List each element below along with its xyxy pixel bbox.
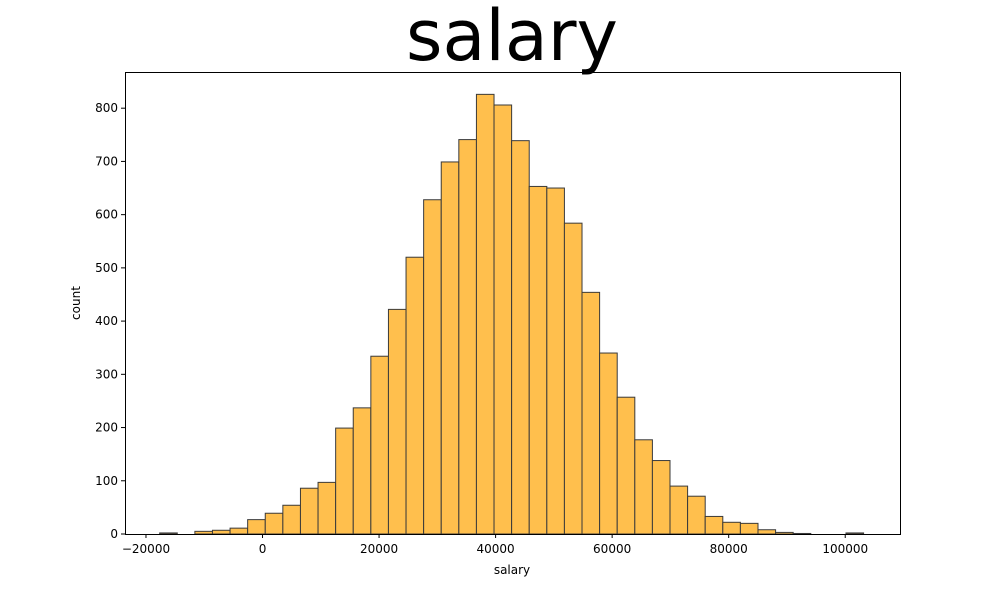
x-tick-label: 60000 [593,542,631,556]
y-tick-label: 500 [95,261,118,275]
y-tick-label: 800 [95,101,118,115]
y-axis-label: count [69,286,83,320]
histogram-bar [651,460,671,535]
plot-frame [125,72,901,535]
histogram-bar [282,504,301,535]
histogram-bar [423,199,442,535]
y-tick-label: 600 [95,208,118,222]
x-axis: −20000 0 20000 40000 60000 80000 100000 [122,534,868,556]
histogram-bar [317,481,337,535]
y-tick-label: 400 [95,314,118,328]
x-tick-label: −20000 [122,542,170,556]
x-tick-label: 20000 [360,542,398,556]
histogram-bar [194,530,213,535]
histogram-bar [159,532,178,535]
histogram-bar [299,487,319,535]
x-axis-label: salary [494,563,530,577]
x-tick-label: 40000 [477,542,515,556]
histogram-bar [493,104,513,535]
histogram-bar [211,529,231,535]
y-tick-label: 200 [95,421,118,435]
histogram-bar [634,439,653,535]
histogram-bar [845,532,865,535]
histogram-bar [335,427,354,535]
histogram-bar [563,222,583,535]
histogram-bar [581,291,601,535]
histogram-bar [405,256,425,535]
histogram-bar [546,187,565,535]
histogram-bar [704,515,724,535]
histogram-bar [722,521,741,535]
histogram-bar [669,485,689,535]
x-tick-label: 0 [259,542,267,556]
y-tick-label: 100 [95,474,118,488]
histogram-bar [370,355,389,535]
histogram-bar [528,185,548,535]
bars-group [159,93,865,535]
y-tick-label: 300 [95,367,118,381]
histogram-bar [616,396,636,535]
histogram-bar [458,139,477,535]
histogram-bar [387,308,407,535]
histogram-bar [352,407,372,535]
histogram-bar [599,352,618,535]
histogram-bar [475,93,495,535]
histogram-bar [247,519,266,535]
histogram-bar [792,532,812,535]
histogram-bar [739,522,759,535]
histogram-bar [440,161,460,535]
histogram-bar [775,531,794,535]
x-tick-label: 80000 [710,542,748,556]
histogram-bar [229,527,249,535]
y-tick-label: 0 [110,527,118,541]
chart-title: salary [406,0,618,77]
histogram-bar [757,529,777,535]
histogram-bar [511,140,530,535]
x-tick-label: 100000 [822,542,868,556]
y-tick-label: 700 [95,154,118,168]
histogram-bar [687,495,706,535]
histogram-bar [264,512,284,535]
y-axis: 0 100 200 300 400 500 600 700 800 [95,101,125,541]
